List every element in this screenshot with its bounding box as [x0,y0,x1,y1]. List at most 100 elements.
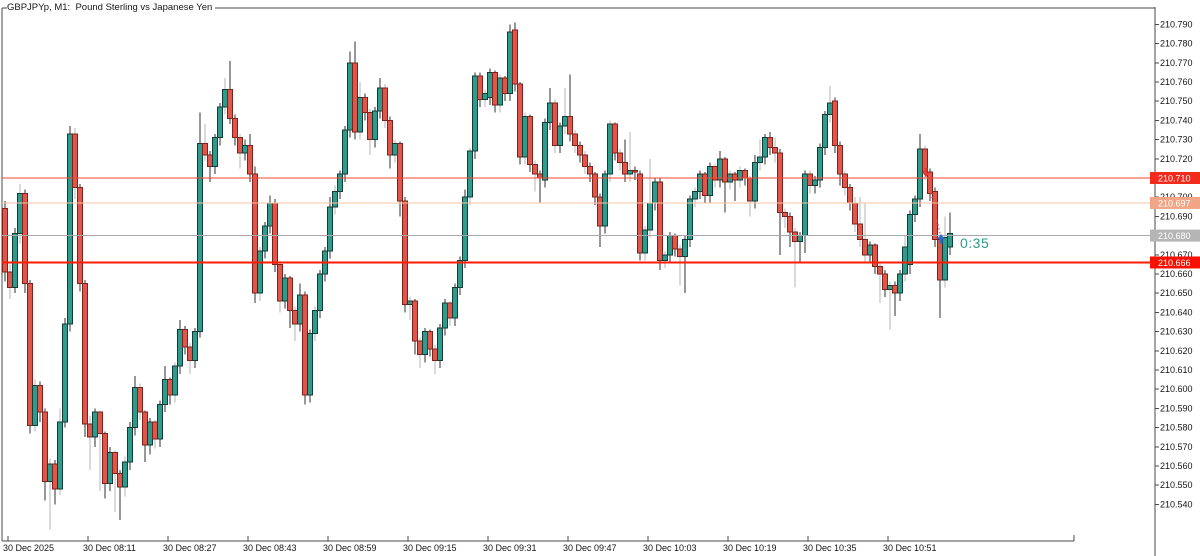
candle-body-bull [437,327,443,361]
candle-body-bull [942,237,948,281]
price-tick-label: 210.650 [1160,288,1193,298]
price-tick-label: 210.780 [1160,39,1193,49]
candle-body-bull [162,379,168,406]
candle-body-bull [122,461,128,488]
time-tick-label: 30 Dec 09:31 [483,543,537,553]
sell-entry-arrow-icon [922,167,930,178]
time-tick-label: 30 Dec 10:19 [723,543,777,553]
candle-body-bear [927,171,933,194]
candle-body-bear [892,285,898,294]
candle-body-bull [312,309,318,335]
candle-body-bull [422,331,428,356]
candle-body-bull [192,331,198,361]
candle-body-bear [852,202,858,225]
candle-body-bear [857,223,863,240]
candle-body-bull [642,229,648,254]
buy-up-arrow-icon [937,233,945,244]
candle-body-bull [217,106,223,139]
candle-body-bull [332,190,338,208]
candle-body-bull [197,142,203,333]
price-level-badge-label: 210.697 [1158,198,1191,208]
price-tick-label: 210.760 [1160,77,1193,87]
candle-body-bull [157,404,163,440]
price-tick-label: 210.590 [1160,403,1193,413]
candle-body-bear [862,238,868,256]
candle-body-bear [87,423,93,438]
candle-body-bear [402,200,408,306]
candle-body-bear [42,411,48,482]
candle-body-bull [667,235,673,256]
candle-body-bull [442,302,448,329]
candle-body-bull [172,365,178,396]
candle-body-bear [292,309,298,325]
candle-body-bear [637,173,643,254]
candle-body-bear [552,102,558,146]
candle-body-bull [282,277,288,302]
candle-body-bear [592,173,598,198]
candle-body-bull [822,114,828,148]
candle-body-bear [582,154,588,167]
candle-body-bull [697,173,703,192]
candle-body-bull [797,235,803,242]
candle-body-bull [717,158,723,181]
candle-body-bull [607,123,613,175]
candle-body-bear [597,196,603,227]
candle-body-bull [647,202,653,231]
candle-body-bull [917,148,923,200]
candle-body-bull [912,198,918,215]
price-level-badge [1150,196,1200,209]
candle-body-bear [207,154,213,167]
candle-body-bear [847,187,853,204]
candle-body-bear [787,215,793,233]
candle-body-bull [752,162,758,202]
candle-body-bull [907,213,913,265]
candle-body-bear [22,192,28,285]
candle-body-bear [167,379,173,396]
candle-body-bull [372,110,378,141]
candle-body-bear [837,144,843,175]
candle-body-bull [452,286,458,319]
price-tick-label: 210.620 [1160,346,1193,356]
candle-body-bear [97,411,103,434]
candle-body-bull [147,421,153,446]
candle-body-bull [802,173,808,237]
candle-body-bull [32,384,38,427]
candle-body-bull [947,233,953,248]
candle-body-bear [417,340,423,356]
price-tick-label: 210.730 [1160,135,1193,145]
candle-body-bear [932,190,938,240]
expiry-countdown-label: 0:35 [960,235,990,251]
candle-body-bull [692,190,698,200]
candle-body-bull [17,192,23,235]
candle-body-bear [142,411,148,446]
candle-body-bull [357,96,363,133]
price-level-badge [1150,172,1200,184]
candle-body-bull [242,144,248,154]
candle-body-bear [287,277,293,311]
time-tick-label: 30 Dec 08:27 [163,543,217,553]
candle-body-bear [792,231,798,242]
price-tick-label: 210.770 [1160,58,1193,68]
candle-body-bull [307,333,313,396]
candle-body-bear [367,112,373,141]
candle-body-bull [827,102,833,116]
candle-body-bear [7,271,13,288]
candle-body-bear [732,173,738,181]
candle-body-bull [92,411,98,438]
price-tick-label: 210.600 [1160,384,1193,394]
candle-body-bull [407,300,413,306]
candle-body-bull [812,179,818,187]
candle-body-bear [572,133,578,146]
candle-body-bull [887,285,893,290]
candle-body-bull [602,173,608,227]
candle-body-bear [387,119,393,156]
candle-body-bear [277,263,283,302]
candle-body-bull [507,31,513,95]
candle-body-bear [767,137,773,148]
candle-body-bear [302,294,308,396]
price-tick-label: 210.690 [1160,211,1193,221]
candle-body-bear [502,77,508,95]
candle-body-bull [497,77,503,106]
candle-body-bull [127,427,133,463]
